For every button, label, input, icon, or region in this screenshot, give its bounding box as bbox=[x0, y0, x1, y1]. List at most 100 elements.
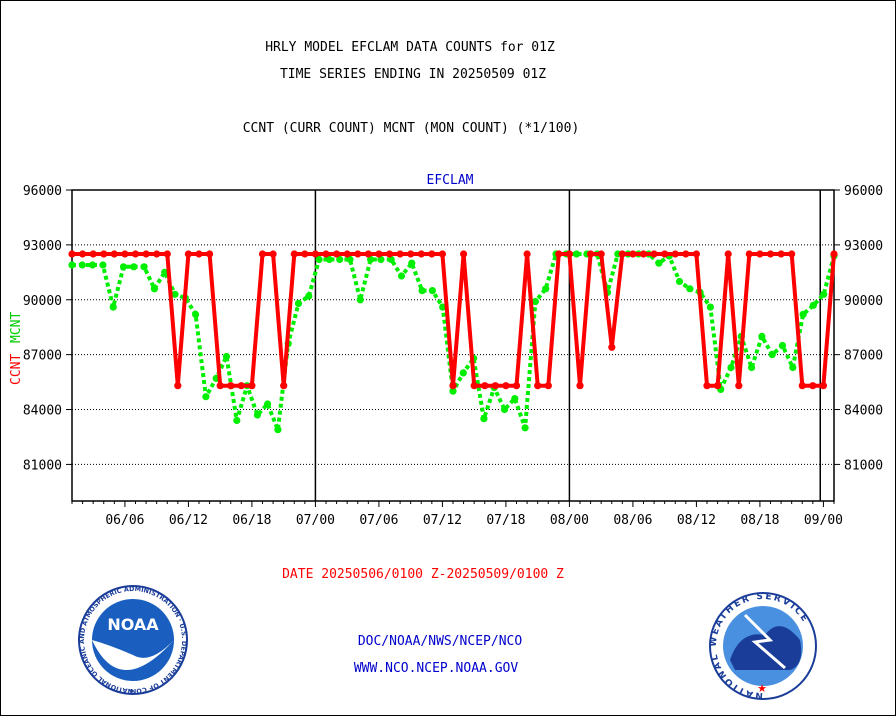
ccnt-data-point bbox=[608, 343, 616, 351]
ccnt-data-point bbox=[809, 382, 817, 390]
ccnt-data-point bbox=[618, 250, 626, 258]
mcnt-data-point bbox=[675, 277, 684, 286]
ccnt-data-point bbox=[227, 382, 235, 390]
mcnt-data-point bbox=[397, 272, 406, 280]
mcnt-data-point bbox=[202, 393, 210, 401]
noaa-bird-icon bbox=[92, 640, 174, 670]
mcnt-data-point bbox=[109, 303, 117, 311]
ccnt-data-point bbox=[555, 250, 563, 258]
ccnt-data-point bbox=[290, 250, 298, 258]
x-tick-label: 07/18 bbox=[486, 513, 525, 528]
noaa-logo-text: NOAA bbox=[107, 615, 159, 634]
mcnt-data-point bbox=[439, 303, 447, 311]
ccnt-data-point bbox=[777, 250, 785, 258]
y-tick-label-left: 84000 bbox=[23, 404, 62, 419]
y-label-ccnt: CCNT bbox=[9, 354, 24, 385]
mcnt-data-point bbox=[387, 255, 395, 264]
ccnt-data-point bbox=[354, 250, 362, 258]
ccnt-data-point bbox=[460, 250, 468, 258]
ccnt-data-point bbox=[766, 250, 775, 258]
y-tick-label-left: 96000 bbox=[23, 184, 62, 199]
org-line1: DOC/NOAA/NWS/NCEP/NCO bbox=[358, 634, 523, 649]
mcnt-data-point bbox=[459, 369, 467, 377]
mcnt-data-point bbox=[222, 352, 231, 361]
mcnt-data-point bbox=[748, 363, 756, 372]
ccnt-data-point bbox=[343, 250, 351, 258]
mcnt-data-point bbox=[140, 263, 148, 271]
ccnt-data-point bbox=[597, 250, 605, 258]
ccnt-data-point bbox=[385, 250, 394, 258]
ccnt-data-point bbox=[153, 250, 161, 258]
x-tick-label: 06/12 bbox=[169, 513, 208, 528]
mcnt-data-point bbox=[119, 263, 128, 271]
ccnt-data-point bbox=[491, 382, 499, 390]
plot-area-border bbox=[71, 189, 835, 502]
ccnt-data-point bbox=[724, 250, 732, 258]
mcnt-data-point bbox=[428, 287, 436, 295]
mcnt-data-point bbox=[89, 261, 97, 269]
ccnt-data-point bbox=[788, 250, 796, 258]
ccnt-data-point bbox=[523, 250, 531, 258]
mcnt-data-point bbox=[521, 424, 529, 432]
mcnt-data-point bbox=[449, 387, 457, 395]
series-ccnt bbox=[68, 250, 838, 390]
mcnt-data-point bbox=[130, 263, 138, 271]
y-tick-label-left: 87000 bbox=[23, 349, 62, 364]
ccnt-data-point bbox=[280, 382, 288, 390]
ccnt-data-point bbox=[407, 250, 415, 258]
mcnt-data-point bbox=[655, 259, 663, 267]
ccnt-data-point bbox=[184, 250, 192, 258]
mcnt-data-point bbox=[542, 285, 550, 293]
nws-logo: NATIONAL WEATHER SERVICE ★ bbox=[709, 592, 817, 700]
mcnt-data-point bbox=[171, 290, 179, 298]
ccnt-series-line bbox=[72, 252, 836, 388]
ccnt-data-point bbox=[661, 250, 669, 258]
ccnt-data-point bbox=[830, 250, 838, 258]
ccnt-data-point bbox=[438, 250, 446, 258]
mcnt-data-point bbox=[336, 255, 344, 264]
ccnt-data-point bbox=[68, 250, 76, 258]
ccnt-data-point bbox=[639, 250, 648, 258]
ccnt-data-point bbox=[322, 250, 330, 258]
x-tick-label: 08/12 bbox=[677, 513, 716, 528]
y-tick-label-right: 84000 bbox=[844, 404, 883, 419]
ccnt-data-point bbox=[587, 250, 595, 258]
y-tick-label-right: 81000 bbox=[844, 458, 883, 473]
mcnt-data-point bbox=[500, 405, 509, 414]
x-tick-label: 06/18 bbox=[232, 513, 271, 528]
ccnt-data-point bbox=[163, 250, 171, 258]
org-line2: WWW.NCO.NCEP.NOAA.GOV bbox=[354, 661, 519, 676]
ccnt-data-point bbox=[745, 250, 753, 258]
ccnt-data-point bbox=[216, 382, 224, 390]
mcnt-data-point bbox=[233, 416, 241, 425]
mcnt-data-point bbox=[778, 341, 787, 350]
mcnt-data-point bbox=[480, 415, 488, 423]
y-tick-label-left: 90000 bbox=[23, 294, 62, 309]
mcnt-data-point bbox=[377, 255, 385, 264]
mcnt-data-point bbox=[573, 250, 581, 258]
ccnt-data-point bbox=[174, 382, 182, 390]
ccnt-data-point bbox=[703, 382, 711, 390]
ccnt-data-point bbox=[131, 250, 140, 258]
x-tick-label: 07/12 bbox=[423, 513, 462, 528]
mcnt-data-point bbox=[305, 292, 313, 300]
ccnt-data-point bbox=[269, 250, 277, 258]
mcnt-data-point bbox=[161, 268, 169, 276]
ccnt-data-point bbox=[512, 382, 521, 390]
mcnt-data-point bbox=[99, 261, 107, 269]
y-ticks-right: 81000 84000 87000 90000 93000 96000 bbox=[834, 184, 883, 473]
ccnt-data-point bbox=[237, 382, 245, 390]
noaa-logo: NOAA NATIONAL OCEANIC AND ATMOSPHERIC AD… bbox=[0, 0, 188, 695]
nws-cloud-icon bbox=[730, 626, 802, 670]
ccnt-data-point bbox=[449, 382, 457, 390]
plot-title: EFCLAM bbox=[427, 173, 474, 188]
mcnt-data-point bbox=[192, 310, 200, 318]
mcnt-data-point bbox=[315, 255, 323, 264]
ccnt-data-point bbox=[576, 382, 584, 390]
ccnt-data-point bbox=[333, 250, 341, 258]
y-axis-label: CCNT MCNT bbox=[9, 312, 24, 385]
mcnt-data-point bbox=[820, 290, 828, 298]
mcnt-data-point bbox=[758, 332, 766, 340]
ccnt-data-point bbox=[798, 382, 806, 390]
ccnt-data-point bbox=[428, 250, 436, 258]
